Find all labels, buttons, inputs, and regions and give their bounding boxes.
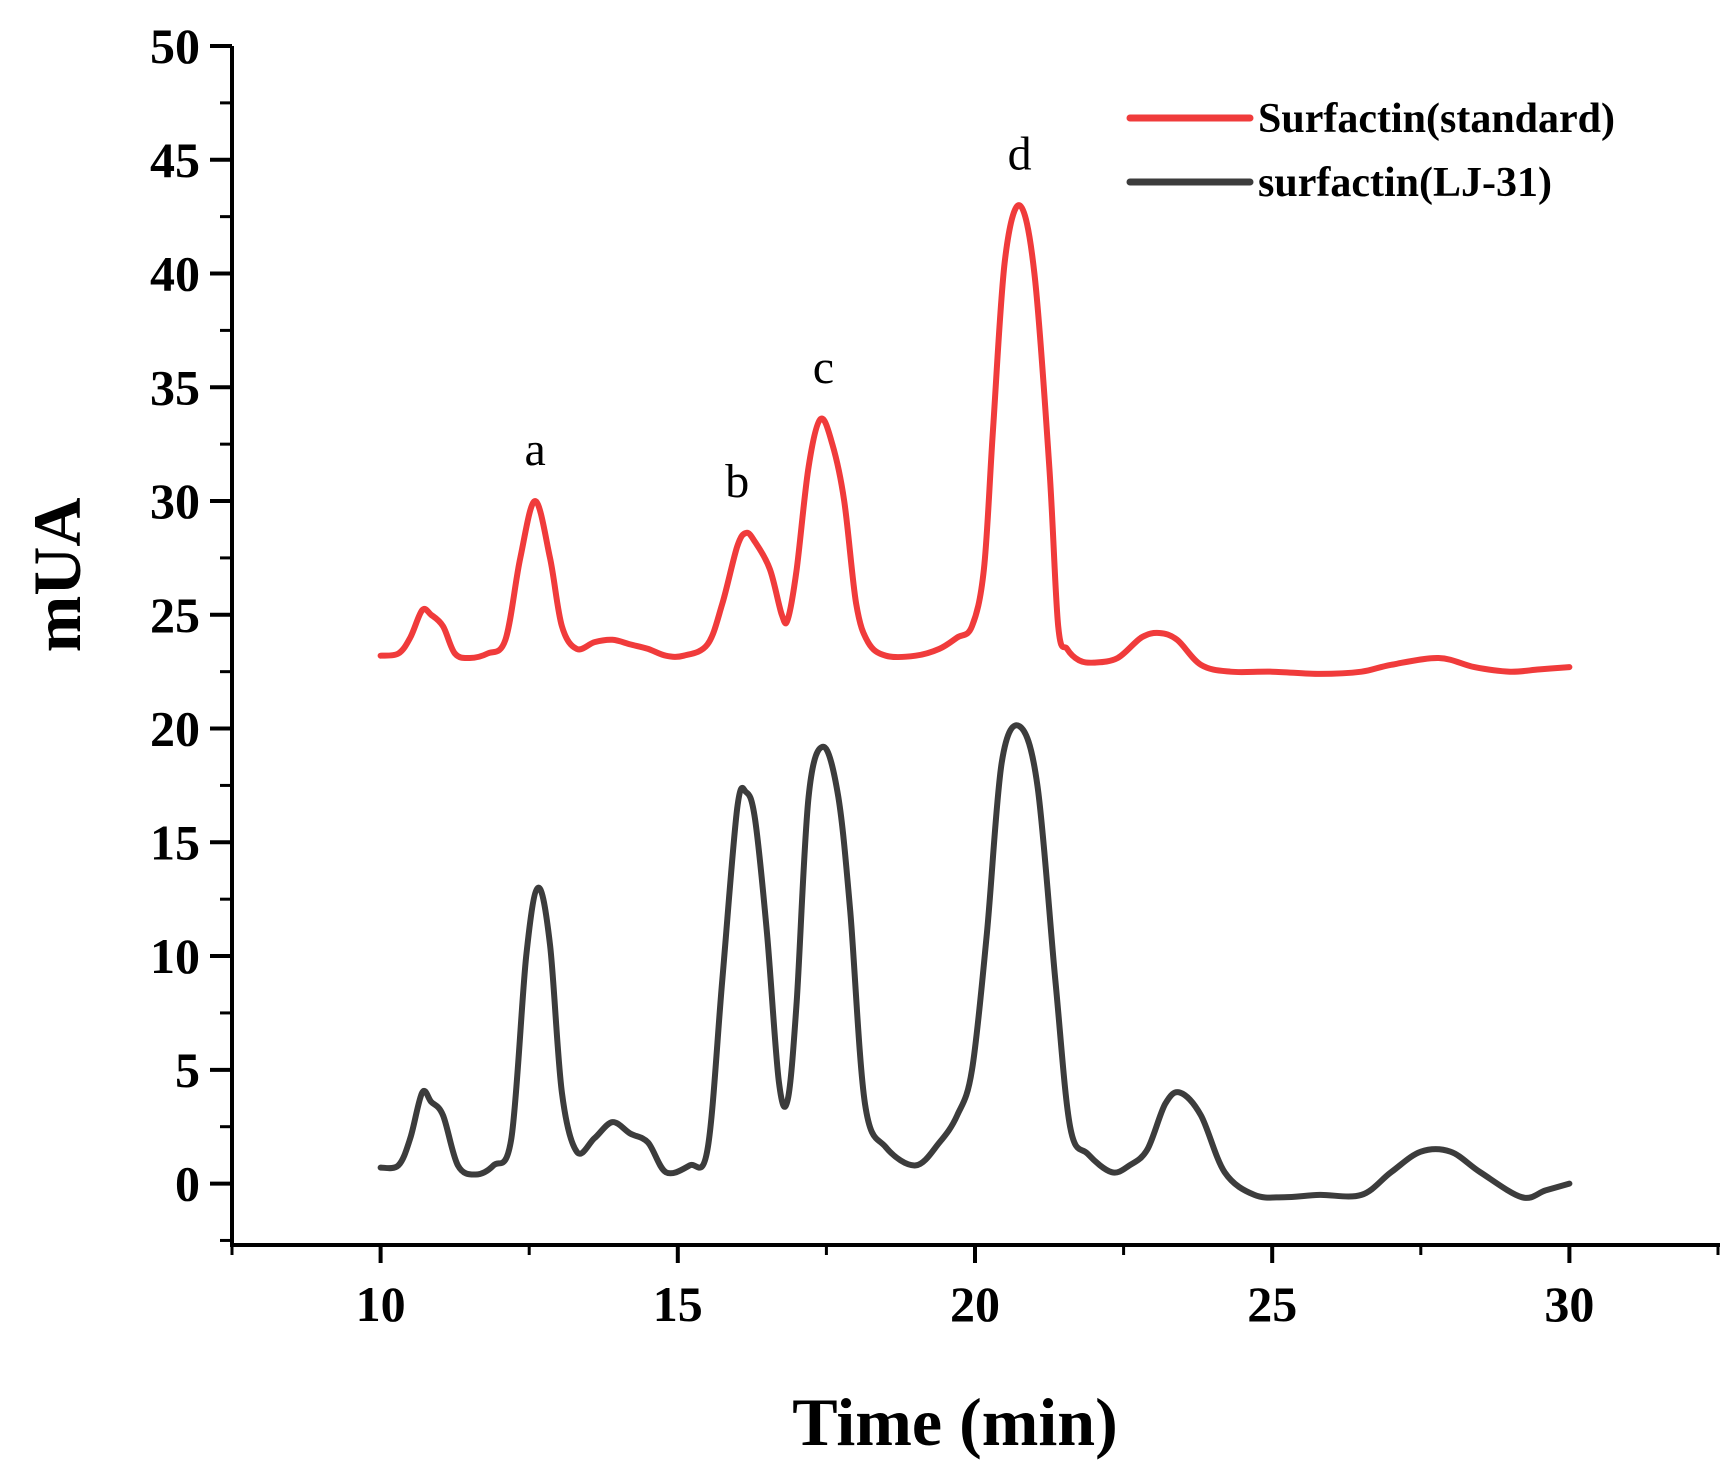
y-tick-label: 40: [150, 246, 200, 302]
y-tick-label: 0: [175, 1156, 200, 1212]
legend: Surfactin(standard) surfactin(LJ-31): [1126, 96, 1615, 206]
x-axis-title: Time (min): [792, 1384, 1118, 1460]
x-tick-label: 30: [1544, 1276, 1594, 1332]
peak-label-b: b: [725, 455, 749, 508]
y-tick-label: 25: [150, 587, 200, 643]
x-tick-label: 25: [1247, 1276, 1297, 1332]
x-tick-label: 20: [950, 1276, 1000, 1332]
y-tick-label: 5: [175, 1042, 200, 1098]
peak-label-a: a: [524, 423, 545, 476]
y-axis-ticks: 0 5 10 15 20 25 30 35 40 45 50: [150, 18, 232, 1242]
y-tick-label: 10: [150, 928, 200, 984]
series-line-lj-31: [377, 722, 1573, 1201]
y-tick-label: 20: [150, 701, 200, 757]
x-axis-ticks: 10 15 20 25 30: [230, 1245, 1720, 1332]
series-layer: [377, 202, 1573, 1201]
y-axis-title: mUA: [19, 498, 95, 653]
y-tick-label: 45: [150, 132, 200, 188]
legend-label: surfactin(LJ-31): [1258, 160, 1552, 206]
x-tick-label: 15: [653, 1276, 703, 1332]
peak-annotations: a b c d: [524, 127, 1031, 508]
series-line-standard: [377, 202, 1573, 677]
x-tick-label: 10: [356, 1276, 406, 1332]
y-tick-label: 30: [150, 473, 200, 529]
y-tick-label: 50: [150, 18, 200, 74]
y-tick-label: 35: [150, 359, 200, 415]
legend-label: Surfactin(standard): [1258, 96, 1615, 142]
peak-label-d: d: [1008, 127, 1032, 180]
y-tick-label: 15: [150, 814, 200, 870]
peak-label-c: c: [813, 341, 834, 394]
